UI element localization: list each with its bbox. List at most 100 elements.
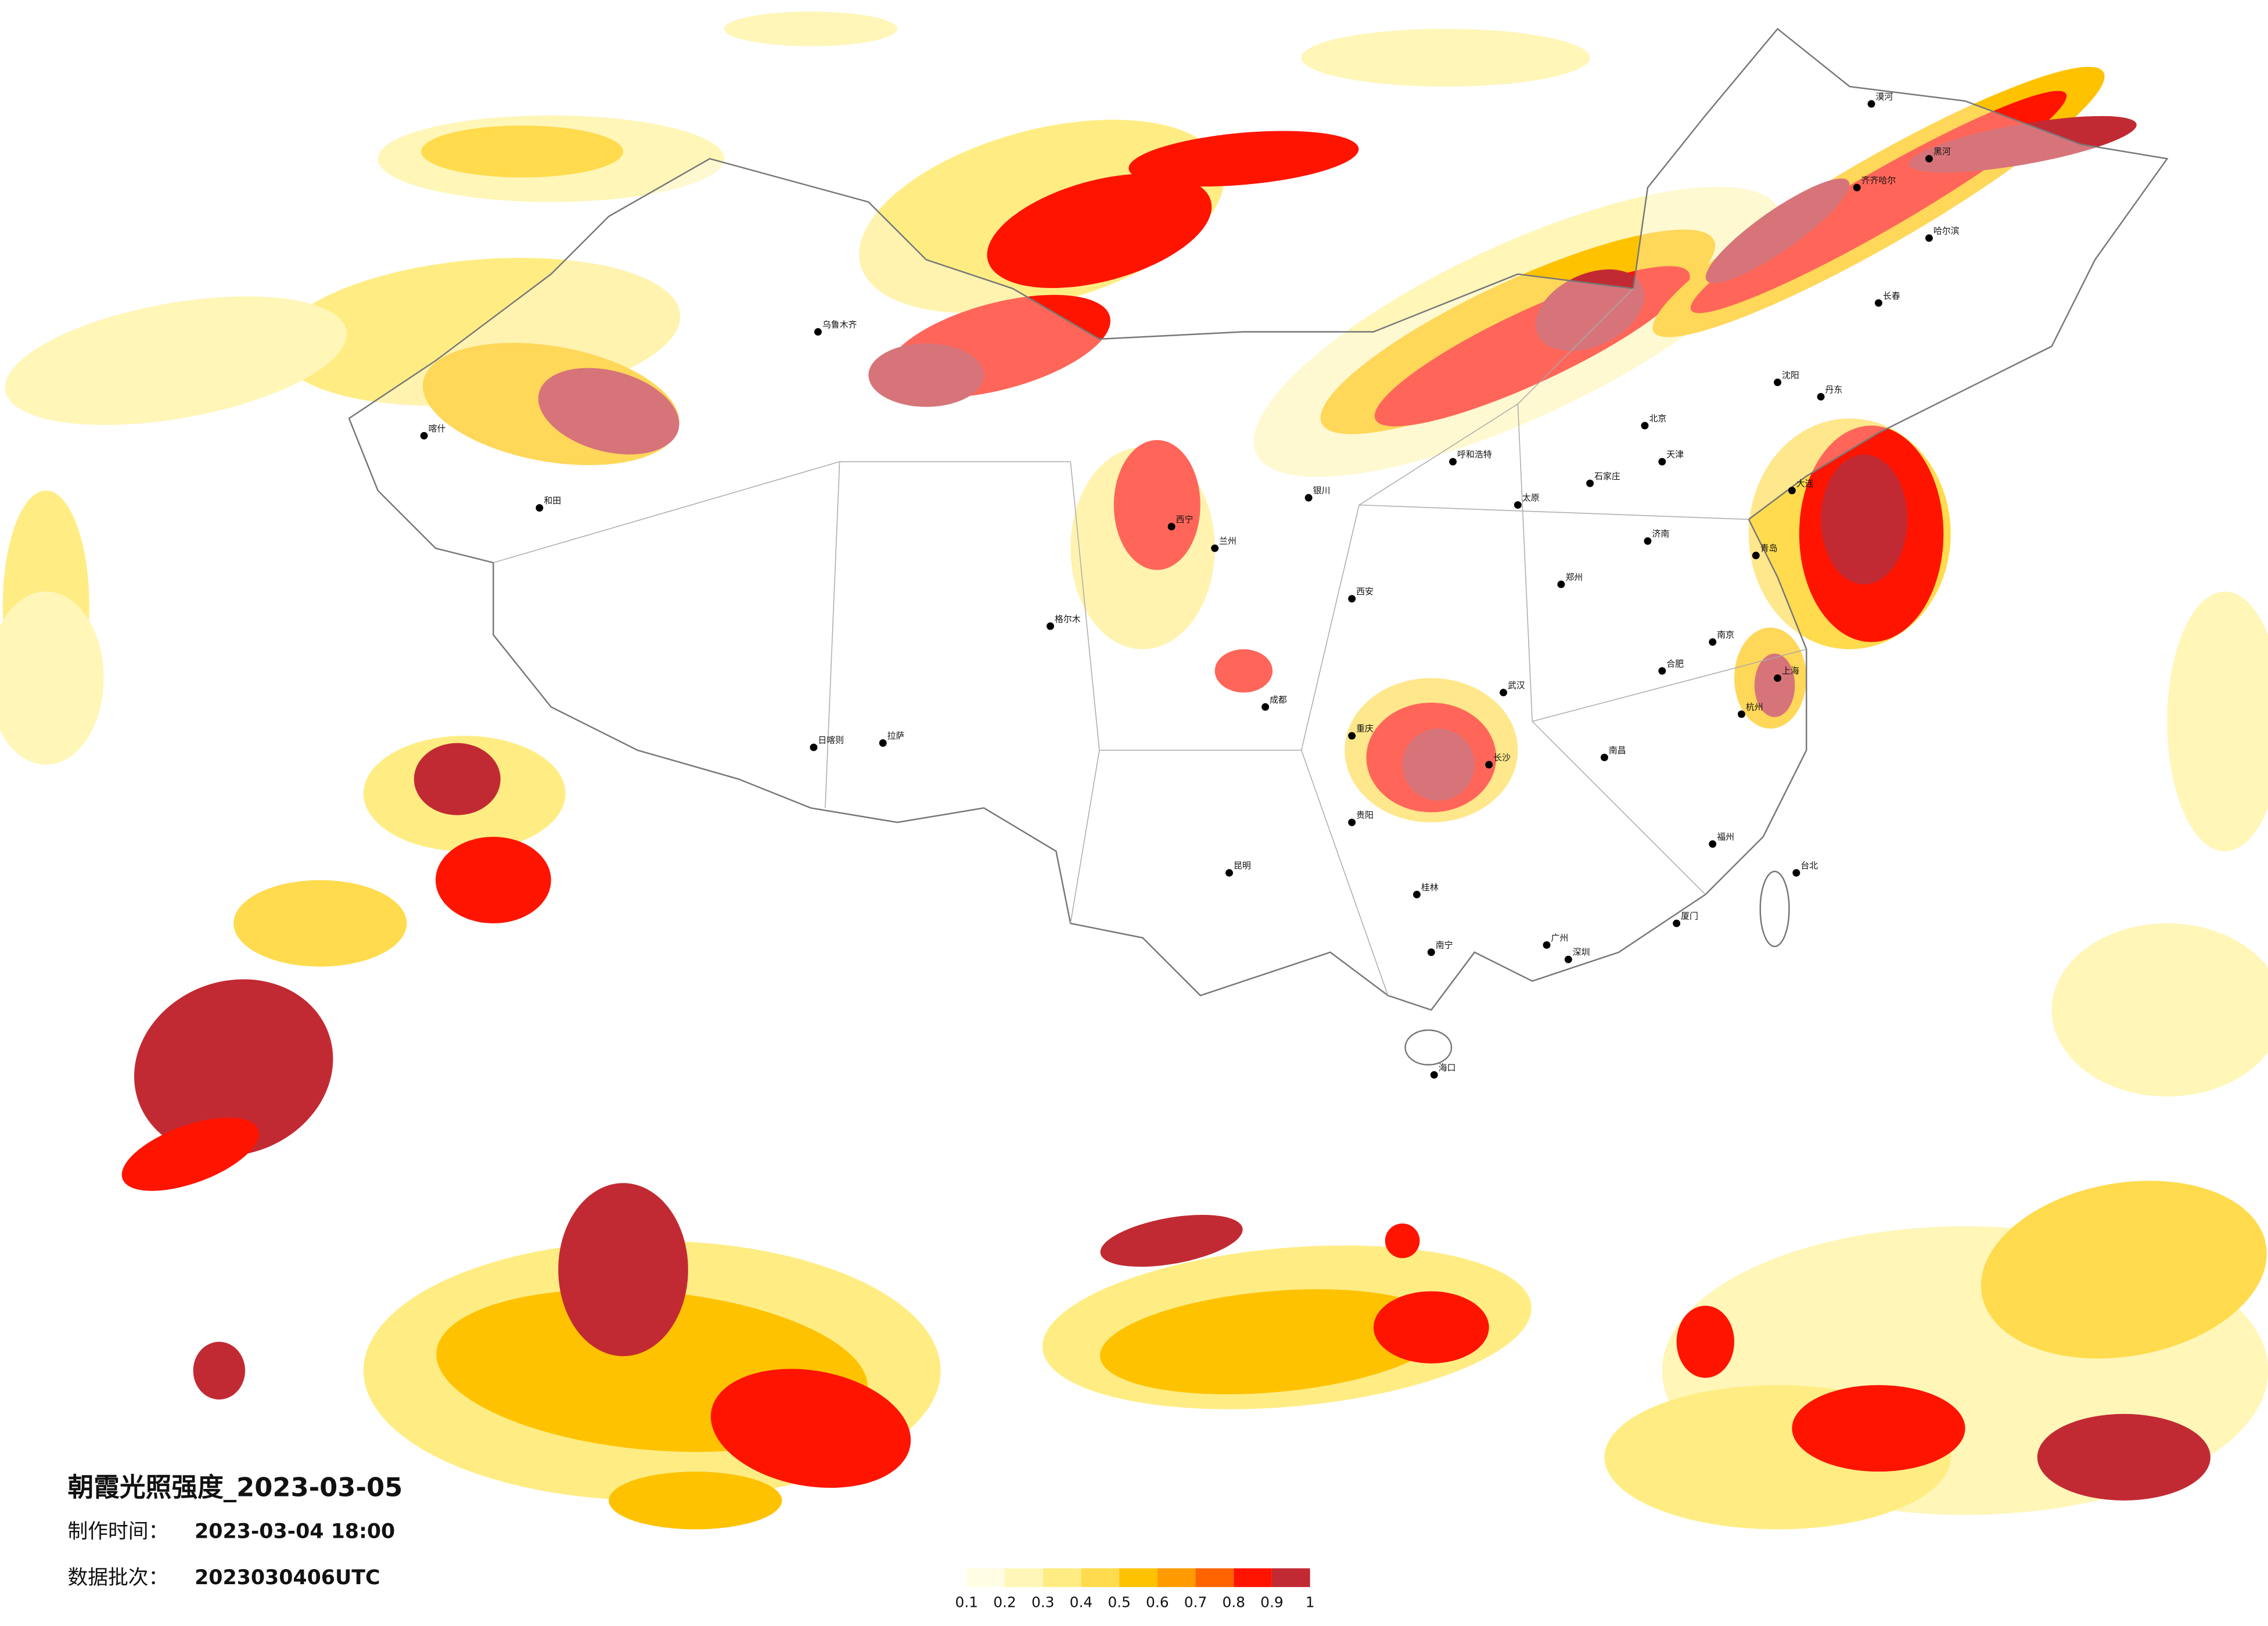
cloud-area: [1754, 653, 1795, 717]
cloud-area: [609, 1472, 782, 1530]
city-label: 济南: [1652, 528, 1669, 539]
cloud-area: [987, 174, 1212, 289]
cloud-area: [421, 125, 623, 178]
legend-tick-label: 0.9: [1260, 1594, 1283, 1611]
cloud-area: [1402, 728, 1475, 801]
city-dot: [1774, 378, 1782, 386]
info-label: 制作时间：: [67, 1520, 168, 1543]
city-label: 石家庄: [1594, 471, 1620, 481]
cloud-area: [121, 1117, 259, 1191]
cloud-area: [1981, 1181, 2267, 1359]
city-dot: [1500, 689, 1507, 697]
cloud-area: [414, 743, 501, 815]
city-dot: [1774, 674, 1782, 682]
cloud-area: [1128, 131, 1359, 187]
legend-tick-label: 0.3: [1031, 1594, 1055, 1611]
legend-tick-label: 0.8: [1222, 1594, 1245, 1611]
cloud-area: [0, 591, 104, 765]
cloud-area: [193, 1341, 246, 1400]
city-dot: [814, 328, 822, 336]
cloud-area: [2167, 591, 2268, 851]
city-dot: [1788, 487, 1796, 495]
legend-tick-label: 0.4: [1070, 1594, 1093, 1611]
cloud-area: [2037, 1413, 2211, 1501]
city-dot: [1427, 948, 1435, 956]
city-label: 丹东: [1825, 384, 1843, 395]
city-label: 贵阳: [1356, 810, 1374, 821]
cloud-area: [1535, 269, 1645, 351]
city-dot: [879, 739, 887, 747]
city-label: 长春: [1883, 290, 1900, 301]
cloud-area: [1301, 28, 1590, 87]
legend-swatch: [1119, 1568, 1158, 1587]
city-label: 台北: [1800, 861, 1818, 871]
cloud-area: [134, 979, 333, 1156]
cloud-area: [1676, 1305, 1735, 1378]
cloud-area: [1373, 1291, 1489, 1364]
legend-tick-label: 1: [1306, 1594, 1315, 1611]
cloud-area: [868, 343, 984, 407]
city-label: 海口: [1439, 1062, 1456, 1073]
hainan: [1404, 1029, 1453, 1066]
cloud-area: [233, 880, 407, 967]
city-dot: [1925, 154, 1933, 163]
cloud-area: [1113, 440, 1201, 570]
legend-swatch: [1081, 1568, 1120, 1587]
city-dot: [1557, 580, 1565, 588]
cloud-area: [2051, 923, 2268, 1097]
legend-swatch: [1157, 1568, 1196, 1587]
country-outline: [348, 27, 2169, 1066]
city-dot: [1752, 552, 1760, 559]
city-label: 长沙: [1493, 752, 1511, 762]
cloud-area: [724, 11, 898, 46]
legend-swatch: [1234, 1568, 1272, 1587]
province-line: [493, 288, 1807, 996]
city-dot: [1430, 1071, 1438, 1079]
city-dot: [1600, 753, 1608, 761]
city-dot: [1211, 544, 1219, 552]
china-border: [348, 27, 2169, 1011]
city-dot: [1261, 703, 1270, 711]
city-dot: [1709, 840, 1717, 848]
city-label: 拉萨: [887, 731, 905, 741]
city-dot: [1817, 393, 1825, 401]
city-label: 哈尔滨: [1933, 225, 1960, 236]
city-label: 日喀则: [818, 735, 844, 746]
cloud-area: [1100, 1214, 1243, 1267]
cloud-area: [1909, 116, 2137, 173]
city-label: 和田: [544, 495, 561, 506]
city-dot: [1514, 501, 1522, 509]
city-label: 桂林: [1421, 882, 1439, 893]
city-label: 天津: [1666, 449, 1684, 460]
cloud-area: [1821, 454, 1908, 585]
city-dot: [1348, 818, 1356, 826]
city-label: 成都: [1270, 695, 1287, 705]
city-dot: [1348, 595, 1356, 603]
city-label: 齐齐哈尔: [1861, 175, 1896, 186]
city-label: 福州: [1717, 832, 1734, 842]
legend-swatch: [1271, 1568, 1310, 1587]
city-label: 沈阳: [1782, 370, 1799, 380]
city-label: 上海: [1782, 665, 1799, 676]
cloud-area: [1385, 1223, 1420, 1258]
city-label: 厦门: [1681, 911, 1698, 922]
city-label: 兰州: [1219, 536, 1237, 546]
city-label: 乌鲁木齐: [822, 319, 857, 330]
cloud-area: [1214, 649, 1273, 693]
city-dot: [1304, 494, 1313, 502]
info-value: 2023-03-04 18:00: [195, 1520, 395, 1543]
city-label: 南宁: [1436, 940, 1453, 950]
cloud-area: [710, 1369, 911, 1488]
city-label: 大连: [1796, 478, 1814, 488]
info-value: 2023030406UTC: [195, 1566, 380, 1589]
city-label: 合肥: [1666, 659, 1684, 669]
city-dot: [1348, 732, 1356, 740]
city-dot: [1925, 234, 1933, 242]
cloud-area: [1792, 1385, 1965, 1472]
city-label: 重庆: [1356, 724, 1374, 734]
city-label: 银川: [1313, 485, 1331, 496]
cloud-layer: [0, 11, 2268, 1530]
city-label: 武汉: [1508, 680, 1525, 690]
